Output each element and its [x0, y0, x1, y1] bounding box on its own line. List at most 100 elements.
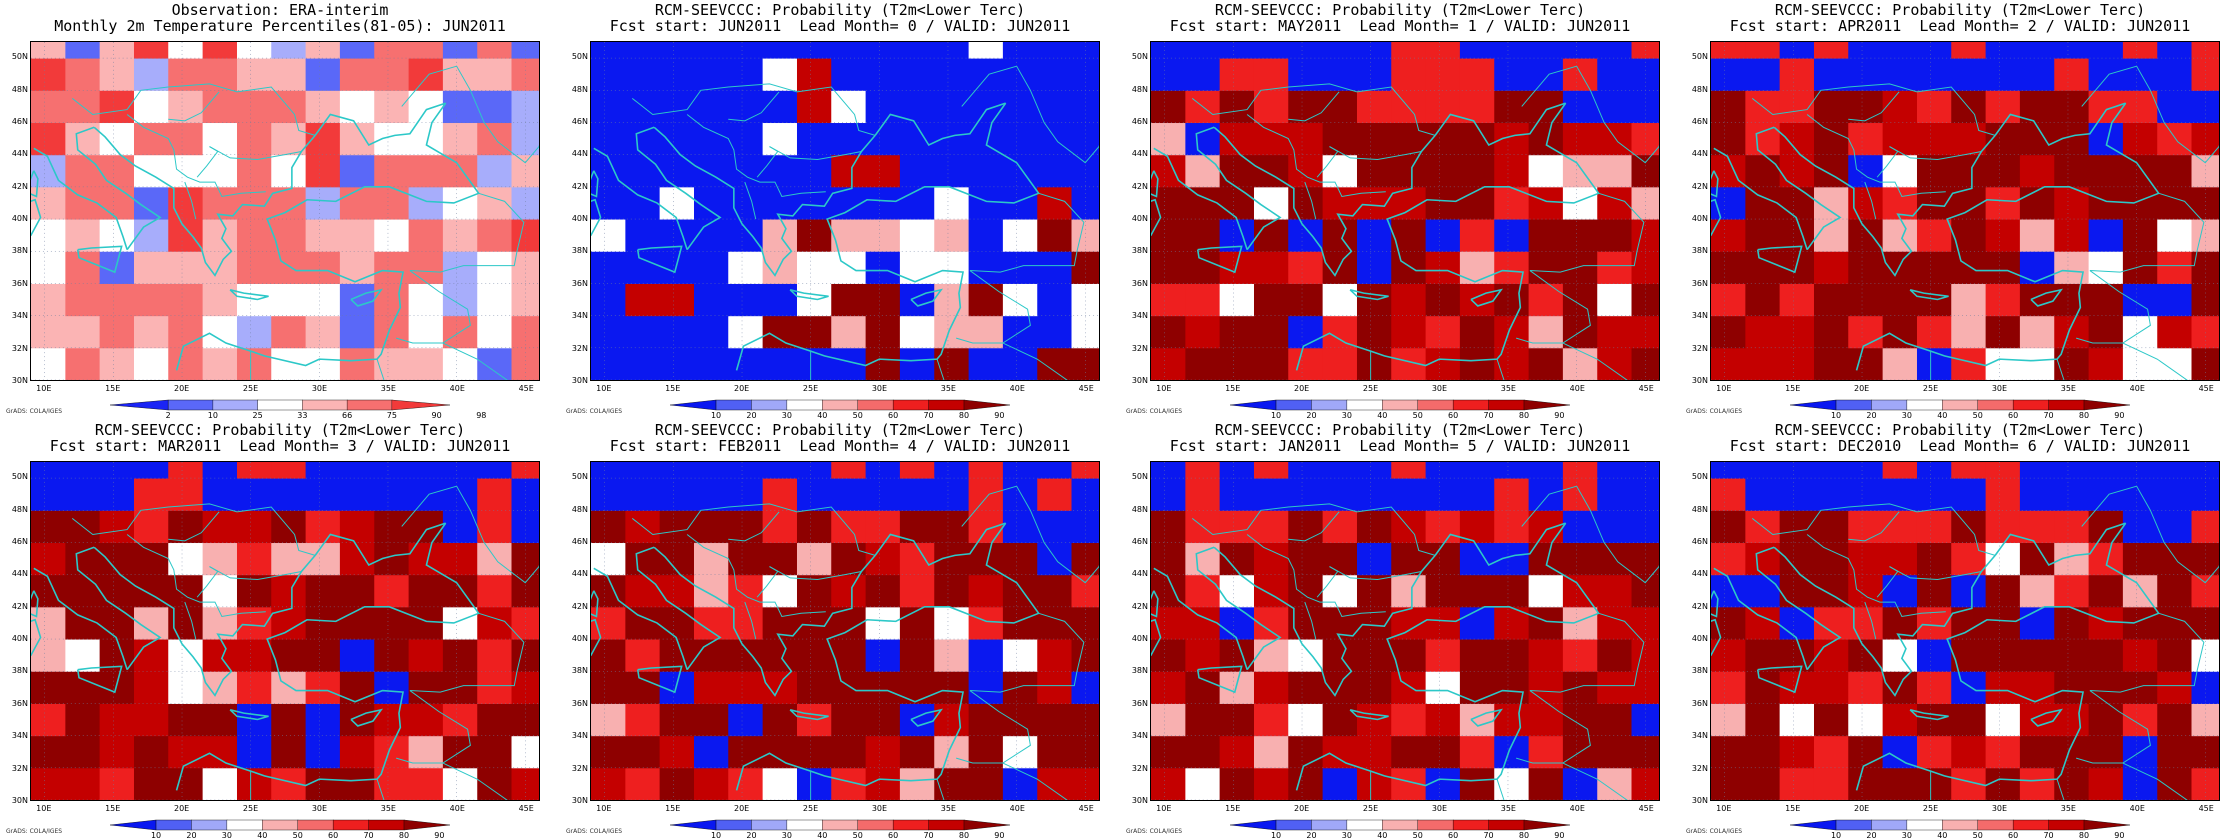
grid-cell	[305, 735, 341, 769]
colorbar-swatch	[892, 399, 930, 411]
colorbar-swatch	[963, 819, 1011, 831]
grid-cell	[2088, 478, 2124, 511]
grid-cell	[99, 478, 135, 511]
grid-cell	[2019, 735, 2055, 769]
grid-cell	[1219, 315, 1255, 349]
country-border	[1002, 762, 1068, 800]
grid-cell	[728, 703, 764, 737]
grid-cell	[968, 767, 1004, 800]
coastline	[874, 102, 1006, 147]
grid-cell	[1391, 510, 1427, 544]
grid-cell	[339, 219, 375, 252]
country-border	[2089, 192, 2205, 273]
grid-cell	[477, 58, 513, 91]
grid-cell	[1494, 122, 1530, 156]
colorbar-swatch	[262, 819, 299, 831]
grid-cell	[374, 42, 410, 59]
coastline	[636, 245, 683, 274]
colorbar-tick-label: 80	[2078, 411, 2090, 420]
grid-cell	[2191, 219, 2219, 252]
grid-cell	[1597, 703, 1633, 737]
colorbar-tick-label: 70	[1483, 831, 1494, 840]
country-border	[396, 690, 471, 764]
grid-cell	[1322, 42, 1358, 59]
grid-cell	[1951, 154, 1987, 188]
grid-cell	[408, 283, 444, 317]
grid-cell	[271, 574, 307, 608]
colorbar-swatch	[1871, 819, 1908, 831]
grid-cell	[2157, 639, 2193, 672]
grid-cell	[934, 42, 970, 59]
grid-cell	[796, 251, 832, 284]
colorbar-tick-label: 50	[292, 831, 303, 840]
grid-cell	[1356, 462, 1392, 479]
grid-cell	[1813, 219, 1849, 252]
grid-cell	[1391, 315, 1427, 349]
grid-cell	[1288, 347, 1324, 380]
grid-cell	[65, 462, 101, 479]
colorbar-swatch	[892, 819, 930, 831]
coastline	[1295, 102, 1600, 371]
map-area	[590, 461, 1100, 801]
grads-credit: GrADS: COLA/IGES	[1686, 828, 1743, 835]
lat-tick-label: 34N	[571, 731, 588, 741]
grads-credit: GrADS: COLA/IGES	[1686, 408, 1743, 415]
grid-cell	[1425, 574, 1461, 608]
coastline	[175, 522, 480, 791]
country-border	[1864, 601, 1877, 640]
grid-cell	[1597, 90, 1633, 124]
country-border	[1516, 270, 1591, 344]
grid-cell	[591, 42, 626, 59]
grid-cell	[1562, 462, 1598, 479]
grid-cell	[796, 574, 832, 608]
grid-cell	[2054, 347, 2090, 380]
grid-cell	[865, 186, 901, 220]
coastline	[1151, 170, 1159, 198]
colorbar-tick-label: 40	[1937, 411, 1948, 420]
grid-cell	[442, 58, 478, 91]
grid-cell	[968, 283, 1004, 317]
grid-cell	[831, 283, 867, 317]
grid-cell	[1002, 154, 1038, 188]
grid-cell	[1528, 703, 1564, 737]
panel-title: RCM-SEEVCCC: Probability (T2m<Lower Terc…	[94, 421, 466, 439]
colorbar-swatch	[257, 399, 303, 411]
grid-cell	[236, 574, 272, 608]
grid-cell	[374, 122, 410, 156]
grid-cell	[1916, 122, 1952, 156]
grid-cell	[1151, 703, 1186, 737]
grid-cell	[796, 42, 832, 59]
grid-cell	[2054, 315, 2090, 349]
colorbar-tick-label: 70	[923, 831, 934, 840]
grid-cell	[133, 283, 169, 317]
coastline	[1755, 126, 1842, 251]
panel-subtitle: Fcst start: APR2011 Lead Month= 2 / VALI…	[1729, 17, 2191, 35]
coastline	[1909, 289, 1949, 301]
grid-cell	[236, 283, 272, 317]
grid-cell	[762, 219, 798, 252]
lon-tick-label: 30E	[871, 384, 888, 393]
lon-tick-label: 40E	[2129, 804, 2145, 813]
grid-cell	[65, 478, 101, 511]
country-border	[936, 358, 945, 380]
lat-tick-label: 46N	[11, 536, 28, 546]
coastline	[31, 198, 42, 237]
colorbar-swatch	[786, 819, 823, 831]
country-border	[728, 91, 780, 122]
lat-tick-label: 42N	[1131, 601, 1148, 611]
grid-cell	[934, 90, 970, 124]
grid-cell	[1528, 639, 1564, 672]
grid-cell	[1745, 639, 1781, 672]
grid-cell	[168, 251, 204, 284]
colorbar-swatch	[297, 819, 334, 831]
grid-cell	[65, 315, 101, 349]
country-border	[2089, 612, 2205, 693]
grid-cell	[2054, 542, 2090, 576]
panel-subtitle: Fcst start: FEB2011 Lead Month= 4 / VALI…	[609, 437, 1071, 455]
grid-cell	[1322, 542, 1358, 576]
grid-cell	[2019, 671, 2055, 704]
grid-cell	[2122, 510, 2158, 544]
colorbar-swatch	[822, 399, 859, 411]
colorbar-swatch	[1977, 819, 2014, 831]
grid-cell	[236, 703, 272, 737]
